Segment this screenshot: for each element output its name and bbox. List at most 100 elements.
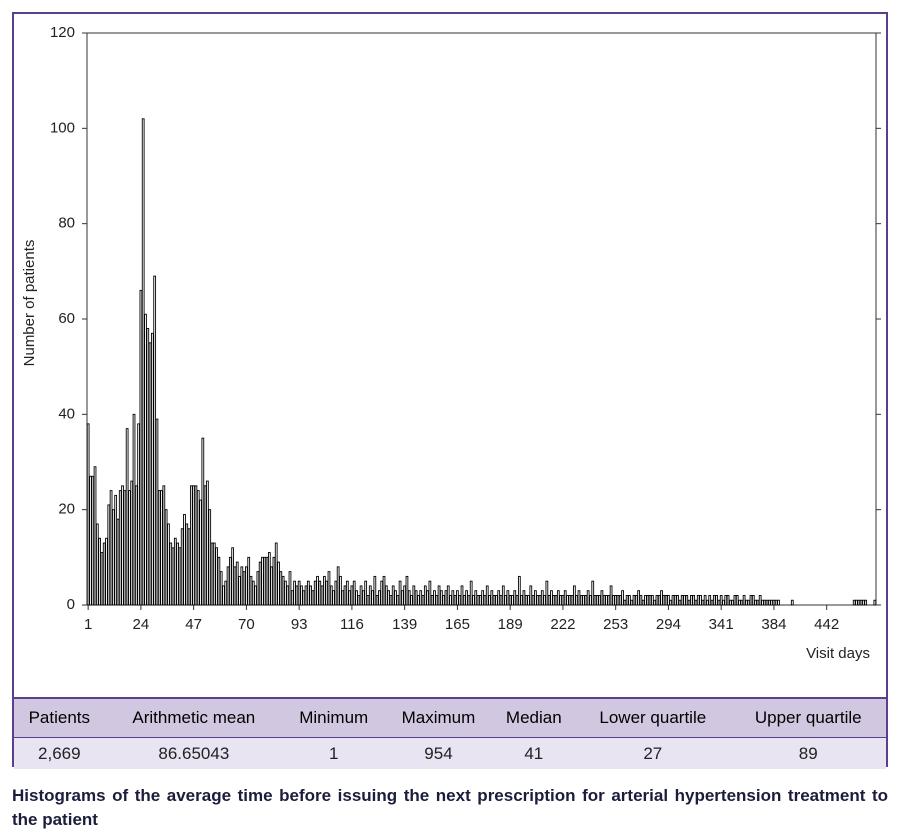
- bar: [534, 590, 537, 606]
- bar: [728, 599, 732, 606]
- bar: [669, 599, 673, 606]
- bar: [747, 599, 751, 606]
- bar: [616, 595, 620, 606]
- bar: [245, 566, 248, 606]
- bar: [394, 590, 397, 606]
- x-tick-label: 341: [709, 616, 734, 633]
- bar: [628, 595, 631, 606]
- bar: [703, 595, 707, 606]
- bar: [281, 575, 285, 606]
- bar: [676, 595, 679, 606]
- bar: [407, 590, 411, 606]
- bar: [263, 556, 267, 606]
- bar: [157, 490, 161, 606]
- bar: [348, 590, 351, 606]
- bar: [254, 585, 257, 606]
- bar: [270, 566, 274, 606]
- x-tick-label: 222: [550, 616, 575, 633]
- y-tick-label: 100: [50, 119, 75, 136]
- bar: [112, 509, 115, 606]
- bar: [114, 494, 118, 606]
- bar: [492, 595, 496, 606]
- bar: [203, 485, 207, 606]
- x-tick-label: 93: [291, 616, 308, 633]
- bar: [623, 599, 627, 606]
- header-cell: Median: [492, 697, 576, 738]
- header-cell: Patients: [14, 697, 105, 738]
- bar: [483, 595, 487, 606]
- bar: [527, 595, 530, 606]
- bar: [864, 599, 868, 606]
- bar: [722, 599, 725, 606]
- bar: [295, 585, 299, 606]
- bar: [437, 585, 441, 606]
- bar: [125, 428, 129, 606]
- header-cell: Arithmetic mean: [104, 697, 284, 738]
- bar: [634, 595, 638, 606]
- y-tick-label: 0: [67, 596, 75, 613]
- bar: [350, 585, 354, 606]
- bar: [417, 595, 420, 606]
- bar: [228, 556, 232, 606]
- bar: [609, 585, 613, 606]
- bar: [630, 599, 634, 606]
- bar: [593, 595, 597, 606]
- bar: [345, 580, 349, 606]
- bar: [212, 542, 216, 606]
- bar: [712, 595, 716, 606]
- stats-table: Patients Arithmetic mean Minimum Maximum Med…: [14, 697, 886, 769]
- bar: [653, 599, 657, 606]
- bar: [428, 580, 432, 606]
- x-tick-label: 47: [185, 616, 202, 633]
- bar: [364, 580, 368, 606]
- bar: [196, 490, 200, 606]
- bar: [414, 590, 418, 606]
- bar: [368, 585, 372, 606]
- bar: [231, 547, 235, 606]
- bar: [412, 585, 416, 606]
- bar: [93, 466, 97, 606]
- bar: [421, 595, 425, 606]
- bar: [247, 556, 251, 606]
- x-tick-label: 116: [340, 616, 364, 633]
- bar: [378, 590, 381, 606]
- bar: [710, 599, 714, 606]
- bar: [485, 585, 489, 606]
- bar: [515, 595, 519, 606]
- bar: [215, 547, 218, 606]
- bar: [719, 595, 723, 606]
- bar: [107, 504, 111, 606]
- bar: [105, 537, 108, 606]
- bar: [584, 595, 588, 606]
- y-tick-label: 60: [58, 310, 75, 327]
- bar: [391, 585, 395, 606]
- bar: [336, 566, 340, 606]
- bar: [488, 595, 491, 606]
- bar: [419, 590, 423, 606]
- bar: [605, 595, 608, 606]
- bar: [284, 580, 287, 606]
- bar: [504, 595, 507, 606]
- y-tick-label: 120: [50, 24, 75, 41]
- bar: [667, 595, 670, 606]
- bar: [495, 595, 498, 606]
- bar: [300, 585, 303, 606]
- bar: [873, 599, 877, 606]
- bar: [352, 580, 356, 606]
- bar: [733, 595, 737, 606]
- bar: [462, 595, 466, 606]
- bar: [758, 595, 762, 606]
- bar: [715, 595, 718, 606]
- bar: [366, 595, 370, 606]
- bar: [199, 499, 202, 606]
- bar: [469, 580, 473, 606]
- bar: [506, 590, 510, 606]
- x-tick-label: 189: [498, 616, 523, 633]
- bar: [160, 490, 163, 606]
- bar: [389, 595, 393, 606]
- bar: [749, 595, 753, 606]
- bar: [465, 590, 468, 606]
- bar: [648, 595, 652, 606]
- table-cell: 27: [575, 737, 731, 769]
- bar: [724, 595, 728, 606]
